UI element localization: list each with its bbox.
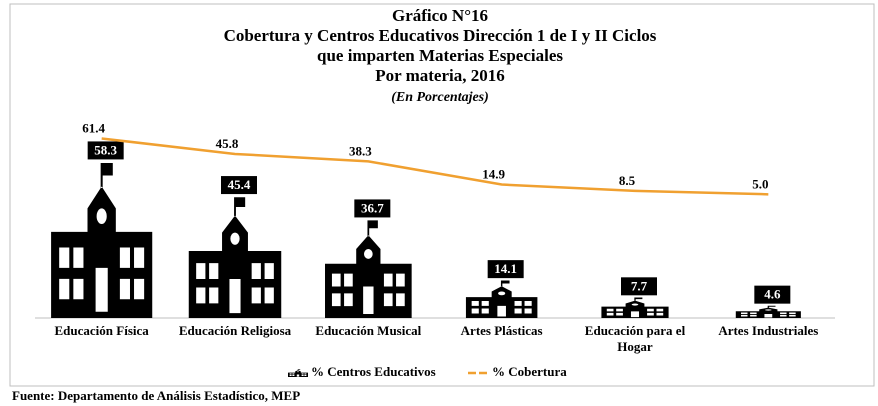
chart-title: Gráfico N°16 xyxy=(392,6,488,25)
bar-icon xyxy=(51,162,153,318)
line-data-label: 61.4 xyxy=(82,120,105,135)
data-label-box xyxy=(754,285,791,304)
data-label-box xyxy=(621,277,657,296)
x-tick-label: Artes Industriales xyxy=(718,323,819,338)
data-label: 7.7 xyxy=(631,278,648,293)
chart-title-line: Cobertura y Centros Educativos Dirección… xyxy=(224,26,657,45)
line-data-label: 45.8 xyxy=(216,136,239,151)
bar-icon xyxy=(601,297,669,318)
chart-title-line: que imparten Materias Especiales xyxy=(317,46,563,65)
x-tick-label-box: Educación para el Hogar xyxy=(584,323,686,354)
legend-label: % Cobertura xyxy=(492,364,567,379)
data-label: 58.3 xyxy=(94,142,117,157)
x-tick-label: Educación Musical xyxy=(315,323,422,338)
data-label-box xyxy=(487,260,524,279)
x-tick-label: Educación Religiosa xyxy=(178,323,292,338)
data-label-box xyxy=(87,141,124,160)
x-tick-label-box: Educación Religiosa xyxy=(178,323,292,338)
chart-title-line: Por materia, 2016 xyxy=(375,66,505,85)
line xyxy=(101,137,769,196)
legend-label: % Centros Educativos xyxy=(311,364,436,379)
chart-subtitle: (En Porcentajes) xyxy=(391,90,489,105)
data-label: 14.1 xyxy=(494,261,517,276)
x-tick-label-box: Educación Física xyxy=(54,323,149,338)
bar-icon xyxy=(465,280,538,318)
x-tick-label-box: Artes Plásticas xyxy=(460,323,543,338)
data-label: 36.7 xyxy=(361,200,384,215)
data-label: 4.6 xyxy=(764,287,781,302)
x-tick-label: Educación para el Hogar xyxy=(584,323,686,354)
bar-icon xyxy=(325,220,412,318)
data-label-box xyxy=(221,176,257,195)
line-data-label: 8.5 xyxy=(619,173,636,188)
line-data-label: 5.0 xyxy=(752,176,768,191)
x-tick-label: Educación Física xyxy=(54,323,149,338)
x-tick-label-box: Artes Industriales xyxy=(718,323,819,338)
data-label: 45.4 xyxy=(228,177,251,192)
bar-icon xyxy=(735,305,801,318)
data-label-box xyxy=(354,199,391,218)
line-data-label: 38.3 xyxy=(349,143,372,158)
source-note: Fuente: Departamento de Análisis Estadís… xyxy=(12,388,300,403)
bar-icon xyxy=(188,197,282,318)
chart-border xyxy=(9,3,875,387)
legend-icon xyxy=(288,369,308,377)
line-data-label: 14.9 xyxy=(482,167,505,182)
x-tick-label: Artes Plásticas xyxy=(460,323,543,338)
x-tick-label-box: Educación Musical xyxy=(315,323,422,338)
